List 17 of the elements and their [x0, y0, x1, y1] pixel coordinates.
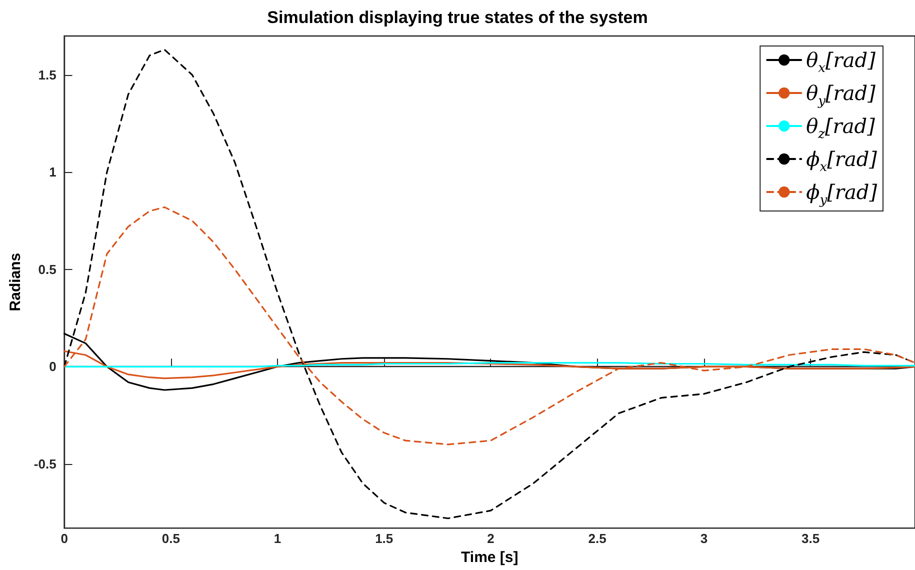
x-tick-label: 2: [487, 531, 494, 546]
x-tick-label: 2.5: [588, 531, 606, 546]
y-axis-title: Radians: [7, 252, 24, 312]
x-tick-label: 1: [274, 531, 282, 546]
y-tick-label: 0.5: [38, 262, 56, 277]
x-axis-title: Time [s]: [461, 549, 518, 566]
x-tick-label: 1.5: [375, 531, 394, 546]
x-tick-label: 3.5: [801, 531, 820, 546]
line-series: [64, 206, 915, 446]
chart-title: Simulation displaying true states of the system: [267, 8, 648, 27]
y-tick-label: 1: [49, 164, 56, 180]
y-tick-label: 0: [49, 359, 56, 374]
x-tick-label: 0: [60, 531, 68, 546]
x-tick-label: 0.5: [162, 531, 180, 546]
x-tick-label: 3: [700, 531, 708, 546]
y-tick-label: -0.5: [34, 456, 56, 472]
y-tick-label: 1.5: [38, 67, 56, 82]
